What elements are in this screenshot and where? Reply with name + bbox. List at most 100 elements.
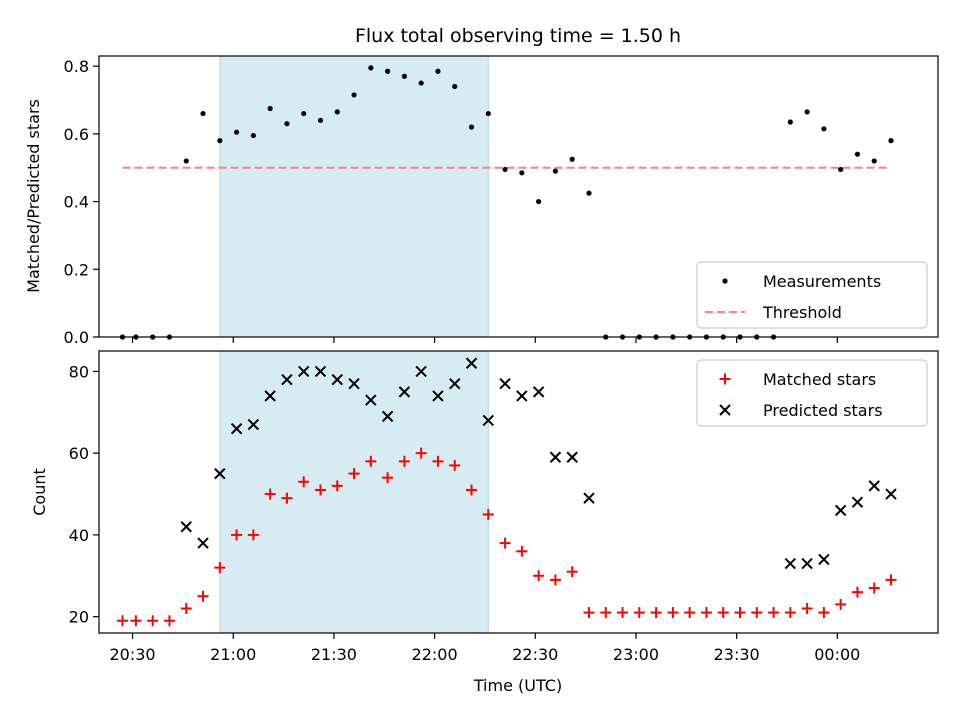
measurement-point: [368, 65, 374, 71]
matched-point: [667, 607, 679, 619]
y-tick-label: 0.0: [64, 328, 89, 347]
predicted-point: [214, 467, 226, 480]
matched-point: [549, 574, 561, 586]
matched-point: [734, 607, 746, 619]
matched-point: [566, 566, 578, 578]
measurement-point: [519, 170, 525, 176]
predicted-point: [499, 377, 511, 390]
matched-point: [415, 447, 427, 459]
y-tick-label: 80: [69, 362, 89, 381]
measurement-point: [854, 151, 861, 157]
predicted-point: [230, 422, 243, 435]
y-tick-label: 0.8: [64, 57, 89, 76]
predicted-point: [348, 377, 360, 390]
x-tick-label: 22:00: [412, 645, 458, 664]
measurement-point: [888, 138, 894, 144]
measurement-point: [821, 126, 827, 132]
x-tick-label: 21:30: [311, 645, 357, 664]
matched-point: [583, 607, 595, 619]
predicted-point: [549, 451, 562, 463]
predicted-point: [784, 557, 797, 570]
legend-predicted-swatch: [719, 404, 731, 416]
y-tick-label: 40: [69, 526, 89, 545]
predicted-point: [298, 365, 310, 378]
matched-point: [365, 455, 377, 467]
measurement-point: [586, 190, 592, 196]
matched-point: [281, 492, 293, 504]
predicted-point: [247, 418, 260, 431]
measurement-point: [418, 80, 424, 86]
measurement-point: [787, 119, 793, 125]
predicted-point: [834, 504, 847, 517]
measurement-point: [200, 110, 206, 117]
matched-point: [533, 570, 545, 582]
predicted-point: [264, 390, 276, 402]
axes-frame: [98, 55, 939, 338]
y-tick-label: 0.4: [64, 193, 89, 212]
legend-box: [696, 261, 928, 329]
measurement-point: [250, 132, 256, 139]
legend-label: Matched stars: [763, 370, 876, 389]
matched-point: [231, 529, 243, 541]
measurement-point: [435, 68, 441, 74]
measurement-point: [838, 166, 844, 173]
matched-point: [499, 537, 511, 549]
matched-point: [717, 607, 729, 619]
matched-point: [163, 615, 175, 627]
matched-point: [818, 607, 830, 619]
matched-point: [466, 484, 478, 496]
predicted-point: [868, 480, 880, 492]
matched-point: [516, 545, 528, 557]
matched-point: [214, 562, 226, 574]
legend-label: Measurements: [763, 272, 881, 291]
measurement-point: [452, 83, 458, 90]
predicted-point: [851, 496, 864, 508]
observing-span: [219, 55, 489, 338]
measurement-point: [871, 158, 877, 164]
legend-label: Threshold: [762, 303, 842, 322]
measurement-point: [401, 73, 407, 79]
measurement-point: [385, 68, 391, 74]
matched-point: [801, 602, 813, 614]
measurement-point: [804, 109, 810, 115]
legend-matched-swatch: [719, 373, 731, 385]
matched-point: [885, 574, 897, 586]
x-tick-label: 20:30: [110, 645, 156, 664]
matched-point: [180, 602, 192, 614]
measurement-point: [233, 129, 240, 135]
measurement-point: [317, 117, 324, 123]
predicted-point: [583, 492, 595, 504]
matched-point: [633, 607, 645, 619]
matched-point: [449, 459, 461, 471]
predicted-point: [482, 414, 495, 427]
measurement-point: [351, 92, 357, 98]
matched-point: [784, 607, 796, 619]
top-ylabel: Matched/Predicted stars: [24, 99, 43, 293]
predicted-point: [197, 537, 209, 549]
matched-point: [868, 582, 880, 594]
measurement-point: [468, 124, 475, 130]
matched-point: [298, 476, 310, 488]
measurement-point: [334, 109, 340, 115]
y-tick-label: 60: [69, 444, 89, 463]
matched-point: [147, 615, 159, 627]
matched-point: [398, 455, 410, 467]
axes-frame: [98, 350, 939, 634]
x-tick-label: 23:00: [613, 645, 659, 664]
predicted-point: [398, 386, 411, 398]
legend: Measurements Threshold: [696, 261, 928, 329]
legend: Matched stars Predicted stars: [696, 359, 928, 427]
matched-point: [617, 607, 629, 619]
predicted-point: [180, 521, 192, 533]
matched-point: [751, 607, 763, 619]
measurement-point: [301, 110, 307, 117]
predicted-point: [885, 488, 897, 500]
matched-point: [684, 607, 696, 619]
matched-point: [851, 586, 863, 598]
predicted-point: [818, 553, 830, 566]
matched-point: [130, 615, 142, 627]
matched-point: [768, 607, 780, 619]
y-tick-label: 0.2: [64, 260, 89, 279]
legend-measurement-swatch: [722, 278, 728, 284]
matched-point: [264, 488, 276, 500]
